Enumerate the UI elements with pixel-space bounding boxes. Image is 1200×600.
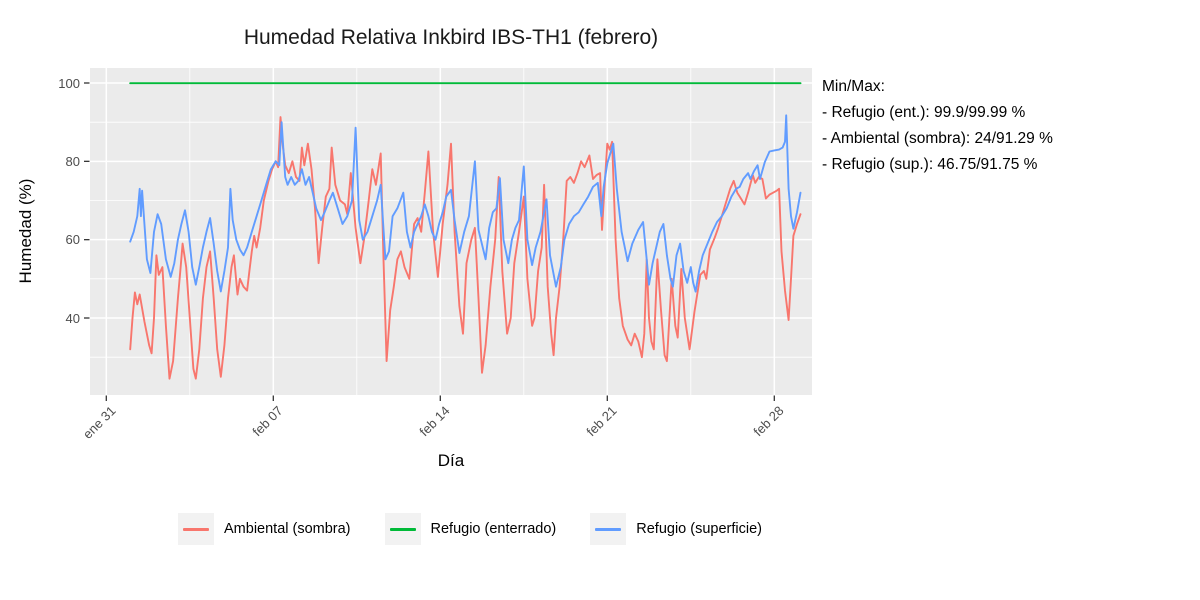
annotation-line: - Refugio (sup.): 46.75/91.75 %	[822, 156, 1038, 173]
legend-label: Refugio (enterrado)	[430, 521, 557, 537]
legend-key-line-icon	[183, 527, 209, 531]
minmax-annotation: Min/Max: - Refugio (ent.): 99.9/99.99 % - …	[822, 74, 1053, 178]
legend: Ambiental (sombra) Refugio (enterrado) Ref…	[100, 513, 840, 545]
series-line-refugio-superficie	[129, 114, 802, 293]
legend-label: Refugio (superficie)	[636, 521, 762, 537]
annotation-line: - Ambiental (sombra): 24/91.29 %	[822, 130, 1053, 147]
legend-key-line-icon	[389, 527, 416, 531]
legend-key-swatch	[384, 513, 421, 545]
y-tick-label: 100	[58, 75, 80, 91]
y-tick-label: 80	[65, 153, 80, 169]
x-axis-title: Día	[437, 451, 465, 470]
plot-panel	[90, 68, 812, 395]
series-line-ambiental-sombra	[129, 116, 802, 380]
legend-key-swatch	[590, 513, 627, 545]
legend-item-ambiental-sombra: Ambiental (sombra)	[178, 513, 351, 545]
legend-key-line-icon	[595, 527, 622, 531]
legend-label: Ambiental (sombra)	[224, 521, 351, 537]
legend-item-refugio-superficie: Refugio (superficie)	[590, 513, 762, 545]
chart-title: Humedad Relativa Inkbird IBS-TH1 (febrer…	[243, 26, 659, 49]
legend-item-refugio-enterrado: Refugio (enterrado)	[384, 513, 557, 545]
annotation-line: - Refugio (ent.): 99.9/99.99 %	[822, 104, 1026, 121]
annotation-line: Min/Max:	[822, 78, 885, 95]
y-tick-label: 40	[65, 310, 80, 326]
y-tick-label: 60	[65, 232, 80, 248]
legend-key-swatch	[178, 513, 214, 545]
